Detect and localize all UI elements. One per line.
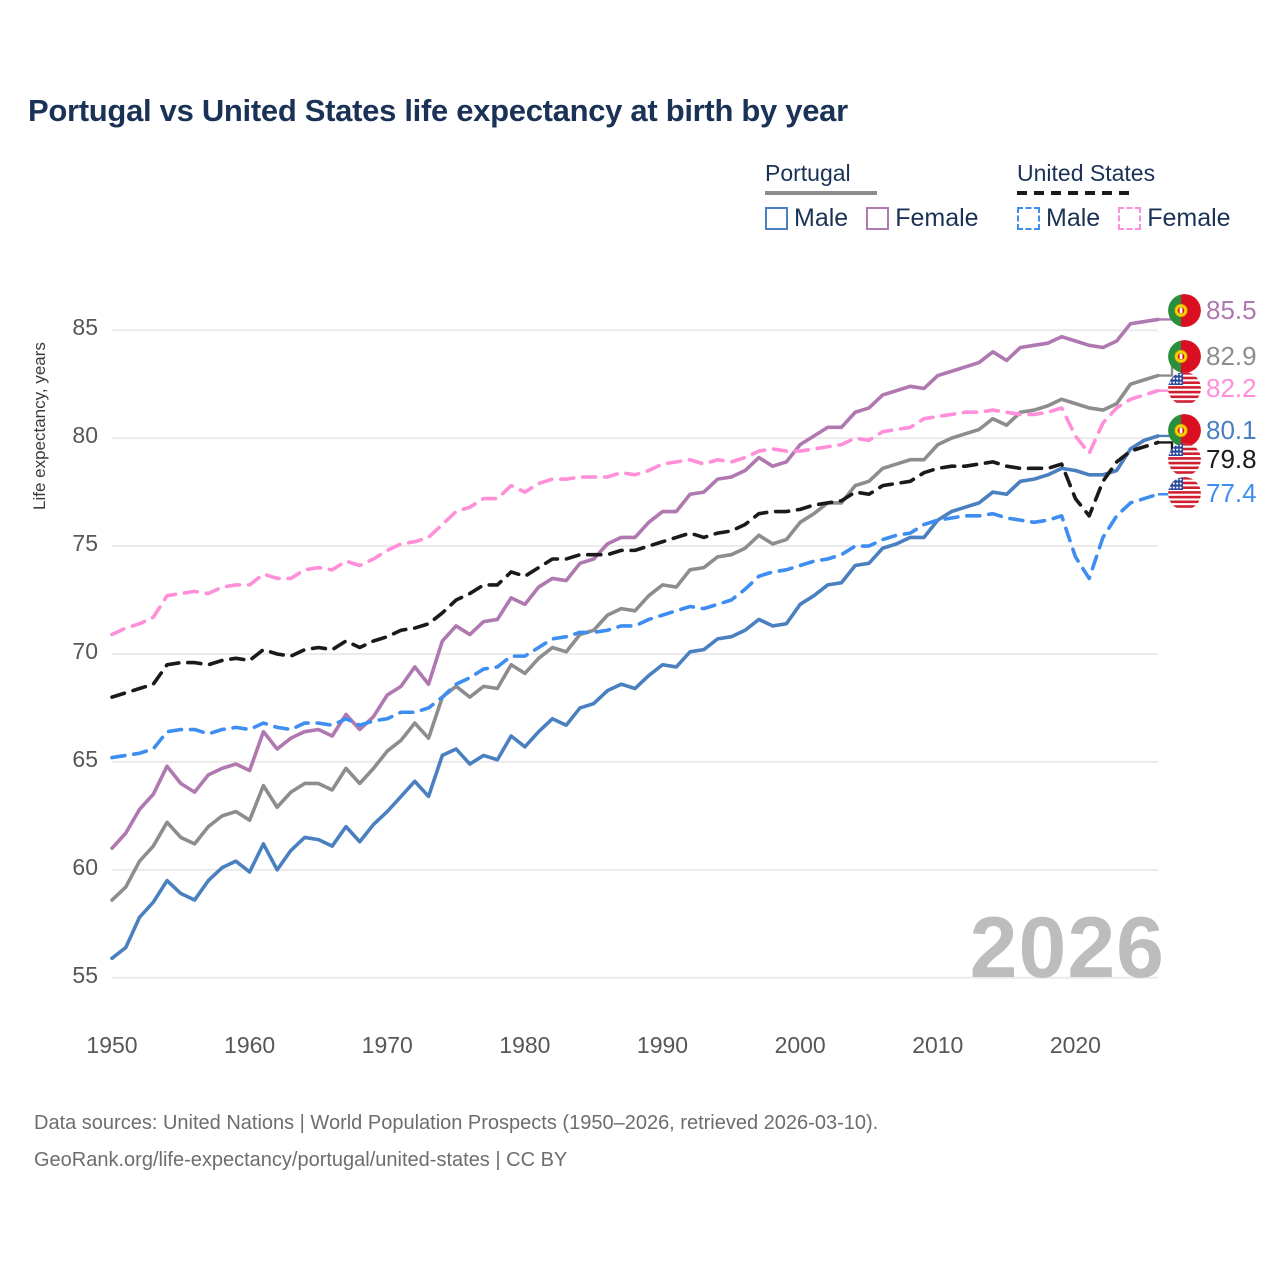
legend-swatch-us-female — [1118, 207, 1142, 230]
series-line-portugal-total — [110, 373, 1160, 902]
x-tick-label: 2000 — [774, 1032, 826, 1058]
x-tick-label: 2020 — [1049, 1032, 1101, 1058]
legend-swatch-portugal-female — [866, 207, 890, 230]
series-line-united-states-total — [110, 440, 1160, 699]
series-line-united-states-female — [110, 388, 1160, 637]
legend-item-us-female[interactable]: Female — [1118, 204, 1231, 233]
legend-country-united-states: United States — [1017, 160, 1156, 186]
legend-rule-portugal — [765, 191, 877, 195]
legend-item-portugal-female[interactable]: Female — [866, 204, 979, 233]
series-line-portugal-male — [110, 434, 1160, 961]
x-tick-label: 1990 — [636, 1032, 689, 1058]
us-flag-icon — [1168, 476, 1201, 510]
legend-item-us-male[interactable]: Male — [1017, 204, 1100, 233]
end-label-portugal-female: 85.5 — [1168, 293, 1257, 327]
pt-flag-icon — [1168, 293, 1201, 327]
x-tick-label: 1970 — [361, 1032, 413, 1058]
y-tick-label: 75 — [72, 530, 98, 557]
end-label-portugal-total: 82.9 — [1168, 339, 1257, 373]
y-tick-label: 85 — [72, 314, 98, 341]
end-label-us-female: 82.2 — [1168, 371, 1257, 405]
pt-flag-icon — [1168, 413, 1201, 447]
legend-group-united-states: United States Male Female — [1017, 160, 1231, 233]
legend-rule-united-states — [1017, 191, 1135, 195]
y-tick-label: 65 — [72, 745, 98, 772]
end-label-us-total: 79.8 — [1168, 442, 1257, 476]
x-tick-label: 1980 — [499, 1032, 551, 1058]
legend-label-us-male: Male — [1046, 204, 1101, 232]
end-label-value: 82.2 — [1206, 372, 1257, 403]
footer-line-attribution: GeoRank.org/life-expectancy/portugal/uni… — [34, 1149, 568, 1171]
x-tick-label: 1950 — [86, 1032, 138, 1058]
end-label-portugal-male: 80.1 — [1168, 413, 1257, 447]
y-tick-label: 80 — [72, 422, 98, 449]
series-line-portugal-female — [110, 317, 1160, 851]
legend-swatch-us-male — [1017, 207, 1040, 230]
chart-legend: Portugal Male Female United States Male — [755, 160, 1255, 250]
end-label-value: 80.1 — [1206, 414, 1257, 445]
end-label-value: 79.8 — [1206, 443, 1257, 474]
end-label-value: 85.5 — [1206, 294, 1257, 325]
pt-flag-icon — [1168, 339, 1201, 373]
chart-footer: Data sources: United Nations | World Pop… — [34, 1105, 878, 1179]
legend-label-us-female: Female — [1147, 204, 1231, 232]
legend-label-portugal-male: Male — [794, 204, 849, 232]
legend-swatch-portugal-male — [765, 207, 788, 230]
end-label-value: 77.4 — [1206, 477, 1257, 508]
chart-title: Portugal vs United States life expectanc… — [28, 93, 848, 128]
series-end-labels: 85.5 82.9 82.2 80.1 79.8 77.4 — [1160, 0, 1280, 1280]
x-tick-label: 2010 — [912, 1032, 964, 1058]
legend-label-portugal-female: Female — [895, 204, 979, 232]
y-tick-label: 60 — [72, 853, 98, 880]
y-tick-label: 55 — [72, 961, 98, 988]
year-watermark: 2026 — [969, 900, 1165, 996]
footer-line-sources: Data sources: United Nations | World Pop… — [34, 1112, 879, 1134]
us-flag-icon — [1168, 371, 1201, 405]
legend-group-portugal: Portugal Male Female — [765, 160, 979, 233]
x-tick-label: 1960 — [224, 1032, 276, 1058]
end-label-value: 82.9 — [1206, 340, 1257, 371]
legend-item-portugal-male[interactable]: Male — [765, 204, 848, 233]
legend-country-portugal: Portugal — [765, 160, 851, 186]
y-tick-label: 70 — [72, 637, 98, 664]
end-label-us-male: 77.4 — [1168, 476, 1257, 510]
us-flag-icon — [1168, 442, 1201, 476]
series-line-united-states-male — [110, 492, 1160, 760]
